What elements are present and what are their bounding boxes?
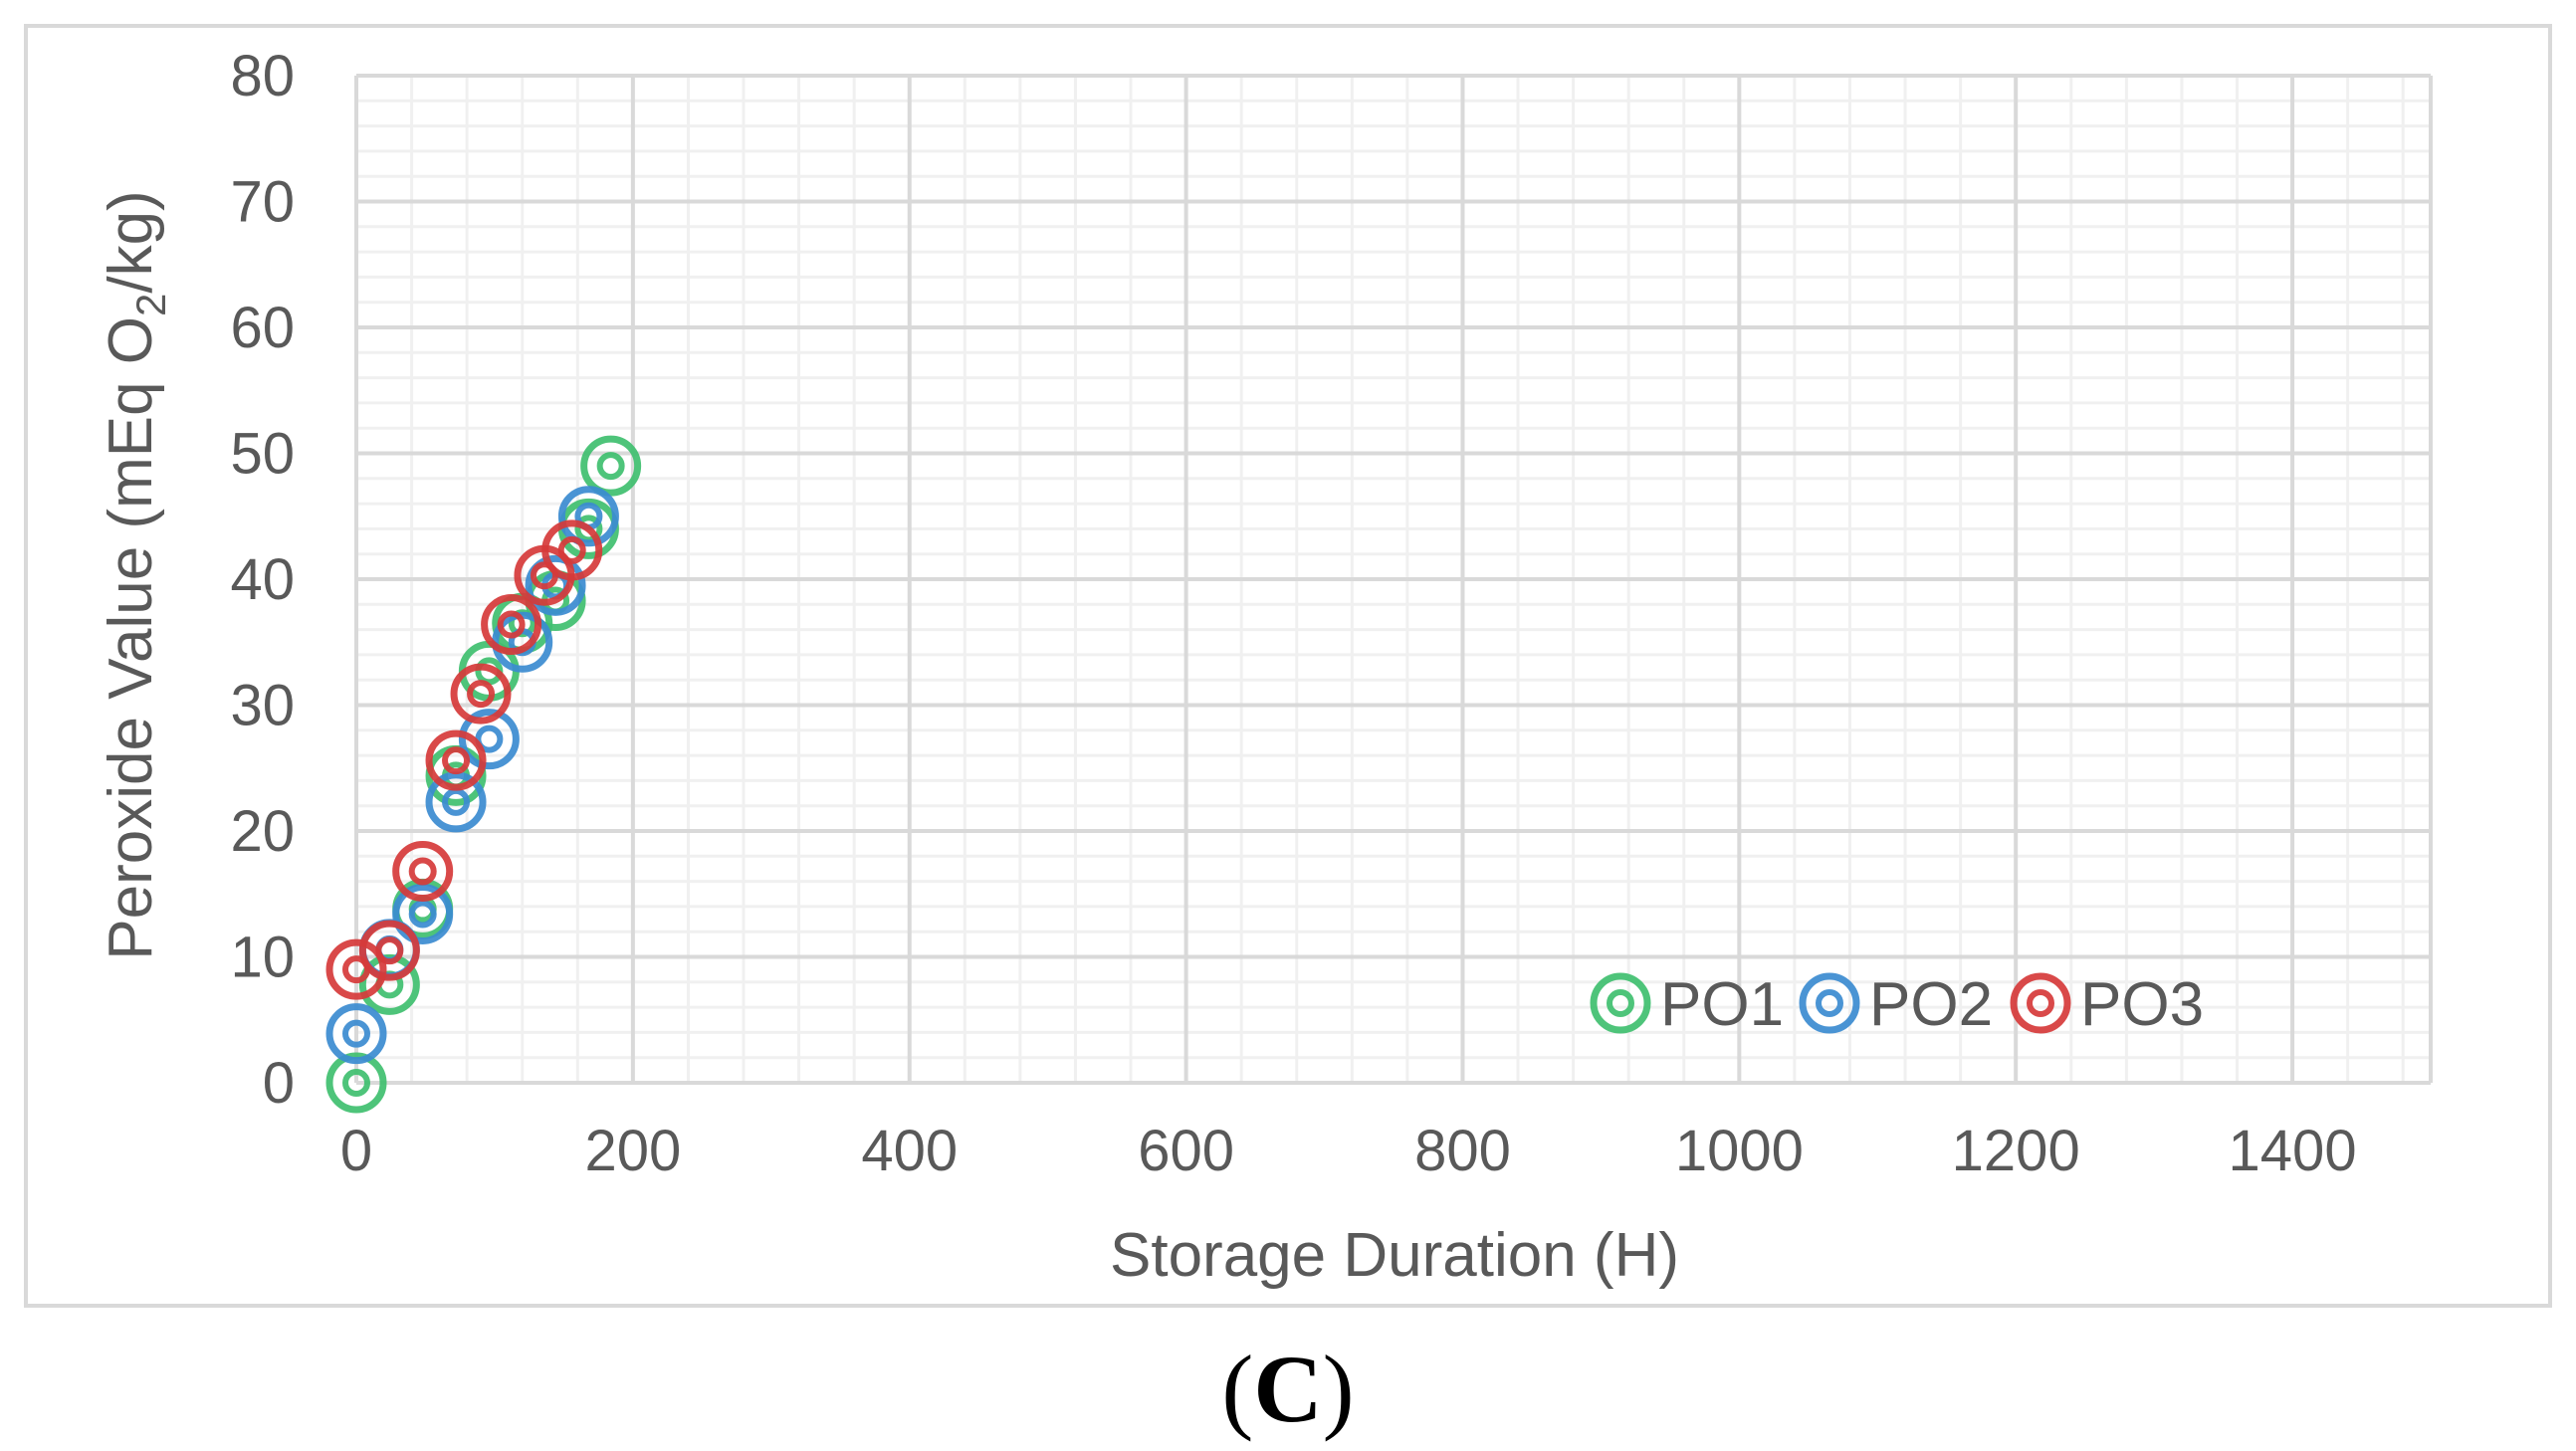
y-axis-title: Peroxide Value (mEq O2/kg): [97, 190, 174, 959]
panel-label-letter: C: [1253, 1336, 1323, 1442]
marker-inner-ring: [1816, 989, 1843, 1017]
marker-outer-ring: [580, 435, 642, 497]
y-tick-label: 50: [230, 422, 295, 487]
legend-marker-po1: [1590, 972, 1651, 1034]
marker-outer-ring: [1799, 972, 1860, 1034]
marker-inner-ring: [596, 452, 625, 481]
panel-label-open: (: [1221, 1336, 1254, 1442]
x-tick-label: 400: [861, 1119, 958, 1183]
y-tick-label: 0: [263, 1051, 295, 1116]
marker-inner-ring: [442, 787, 471, 816]
marker-outer-ring: [450, 663, 512, 725]
data-point-po3: [481, 594, 542, 656]
x-tick-label: 600: [1138, 1119, 1234, 1183]
legend-marker-po3: [2010, 972, 2071, 1034]
marker-inner-ring: [1607, 989, 1634, 1017]
marker-outer-ring: [325, 1003, 387, 1065]
data-point-po1: [580, 435, 642, 497]
y-axis-title-subscript: 2: [127, 294, 174, 316]
marker-outer-ring: [425, 771, 487, 833]
y-tick-label: 40: [230, 547, 295, 612]
data-point-po3: [541, 519, 603, 581]
data-point-po3: [450, 663, 512, 725]
data-point-po1: [325, 1052, 387, 1114]
marker-inner-ring: [342, 1019, 370, 1048]
y-axis-ticks: 0 10 20 30 40 50 60 70 80: [230, 44, 295, 1116]
data-point-po2: [458, 709, 520, 770]
marker-outer-ring: [392, 883, 454, 944]
panel-label-close: ): [1322, 1336, 1355, 1442]
legend-label-po1: PO1: [1660, 970, 1784, 1039]
data-point-po3: [358, 920, 420, 981]
y-tick-label: 20: [230, 799, 295, 864]
marker-outer-ring: [425, 729, 487, 791]
marker-inner-ring: [467, 680, 496, 709]
x-tick-label: 1400: [2229, 1119, 2357, 1183]
y-axis-title-suffix: /kg): [97, 190, 165, 293]
x-axis-title: Storage Duration (H): [1110, 1221, 1679, 1290]
marker-inner-ring: [342, 1069, 370, 1097]
marker-outer-ring: [392, 840, 454, 902]
data-point-po3: [425, 729, 487, 791]
data-points: [325, 435, 642, 1114]
x-tick-label: 200: [584, 1119, 681, 1183]
x-tick-label: 1200: [1952, 1119, 2080, 1183]
marker-inner-ring: [408, 857, 437, 886]
marker-inner-ring: [408, 900, 437, 929]
marker-outer-ring: [525, 554, 586, 616]
major-gridlines: [354, 74, 2433, 1085]
y-tick-label: 30: [230, 674, 295, 738]
y-axis-title-prefix: Peroxide Value (mEq O: [97, 316, 165, 960]
series-po3: [325, 519, 603, 1000]
data-point-po2: [325, 1003, 387, 1065]
legend-item-po2: PO2: [1799, 970, 1993, 1039]
marker-outer-ring: [458, 709, 520, 770]
marker-inner-ring: [497, 610, 526, 639]
legend-marker-po2: [1799, 972, 1860, 1034]
x-tick-label: 800: [1414, 1119, 1511, 1183]
marker-outer-ring: [2010, 972, 2071, 1034]
marker-outer-ring: [481, 594, 542, 656]
legend-label-po3: PO3: [2080, 970, 2204, 1039]
marker-outer-ring: [358, 920, 420, 981]
marker-inner-ring: [442, 746, 471, 775]
legend-label-po2: PO2: [1869, 970, 1993, 1039]
y-tick-label: 10: [230, 926, 295, 990]
marker-outer-ring: [325, 1052, 387, 1114]
marker-outer-ring: [325, 938, 387, 1000]
marker-inner-ring: [475, 725, 504, 753]
marker-inner-ring: [2027, 989, 2054, 1017]
marker-inner-ring: [375, 936, 404, 965]
legend-item-po3: PO3: [2010, 970, 2204, 1039]
marker-outer-ring: [557, 486, 619, 547]
x-tick-label: 0: [340, 1119, 372, 1183]
legend: PO1 PO2 PO3: [1590, 970, 2204, 1039]
data-point-po3: [392, 840, 454, 902]
marker-outer-ring: [541, 519, 603, 581]
y-tick-label: 60: [230, 296, 295, 360]
data-point-po2: [392, 883, 454, 944]
legend-item-po1: PO1: [1590, 970, 1784, 1039]
x-axis-ticks: 0 200 400 600 800 1000 1200 1400: [340, 1119, 2357, 1183]
y-tick-label: 80: [230, 44, 295, 108]
x-tick-label: 1000: [1675, 1119, 1804, 1183]
marker-outer-ring: [1590, 972, 1651, 1034]
data-point-po2: [425, 771, 487, 833]
marker-inner-ring: [557, 535, 586, 564]
panel-label: (C): [0, 1334, 2576, 1444]
y-tick-label: 70: [230, 170, 295, 235]
chart-frame: [24, 24, 2552, 1308]
